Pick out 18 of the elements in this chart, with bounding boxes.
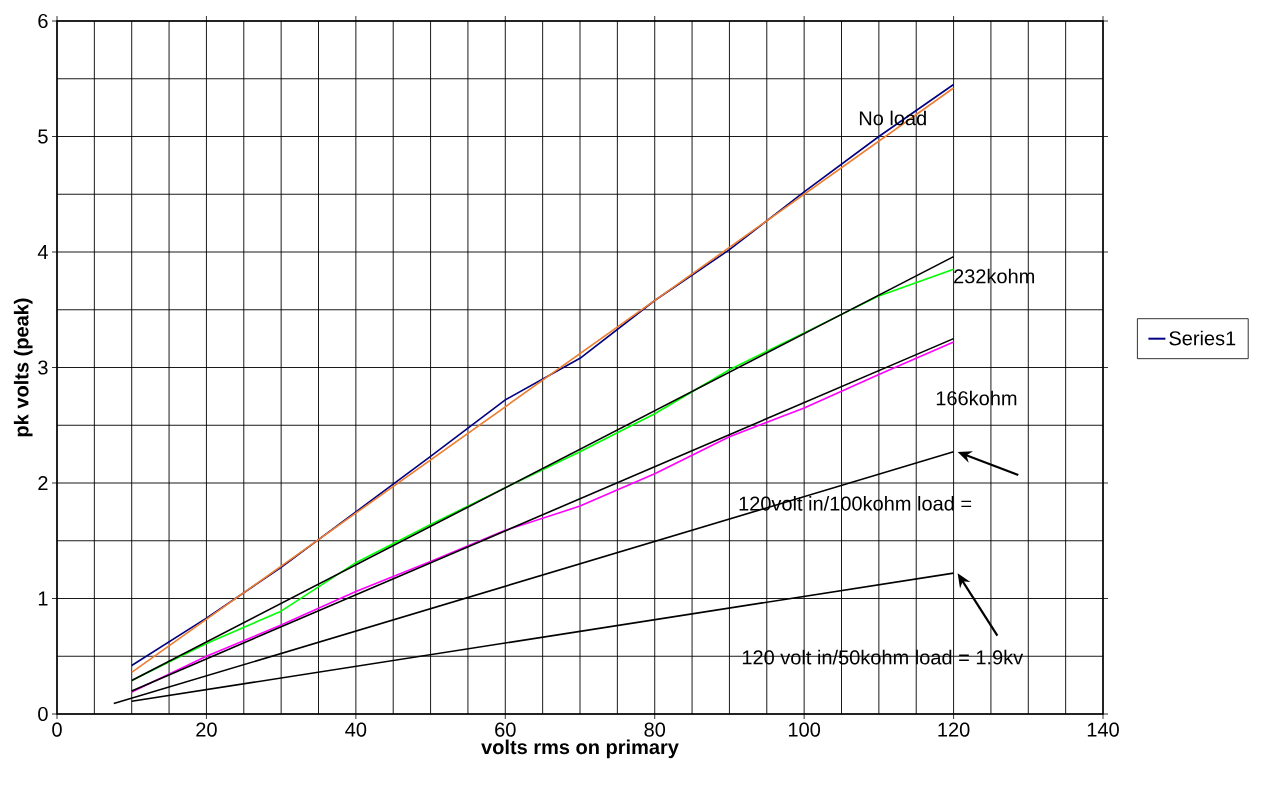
x-tick-label: 40 <box>345 722 367 737</box>
x-tick-label: 60 <box>495 722 516 737</box>
y-tick-label: 2 <box>38 476 48 490</box>
y-tick-label: 1 <box>38 591 48 606</box>
x-tick-label: 0 <box>52 722 62 737</box>
x-tick-label: 80 <box>644 722 666 737</box>
y-tick-label: 5 <box>38 129 48 144</box>
y-tick-label: 6 <box>38 13 48 29</box>
y-tick-label: 4 <box>37 245 48 259</box>
x-tick-label: 120 <box>938 722 970 737</box>
x-tick-label: 100 <box>788 722 821 737</box>
y-tick-label: 0 <box>38 706 48 722</box>
x-tick-label: 140 <box>1087 722 1119 737</box>
x-axis-title: volts rms on primary <box>481 739 679 759</box>
y-axis-title: pk volts (peak) <box>13 298 33 437</box>
x-tick-label: 20 <box>196 722 217 737</box>
legend-label: Series1 <box>1169 330 1236 346</box>
y-tick-label: 3 <box>38 360 48 375</box>
